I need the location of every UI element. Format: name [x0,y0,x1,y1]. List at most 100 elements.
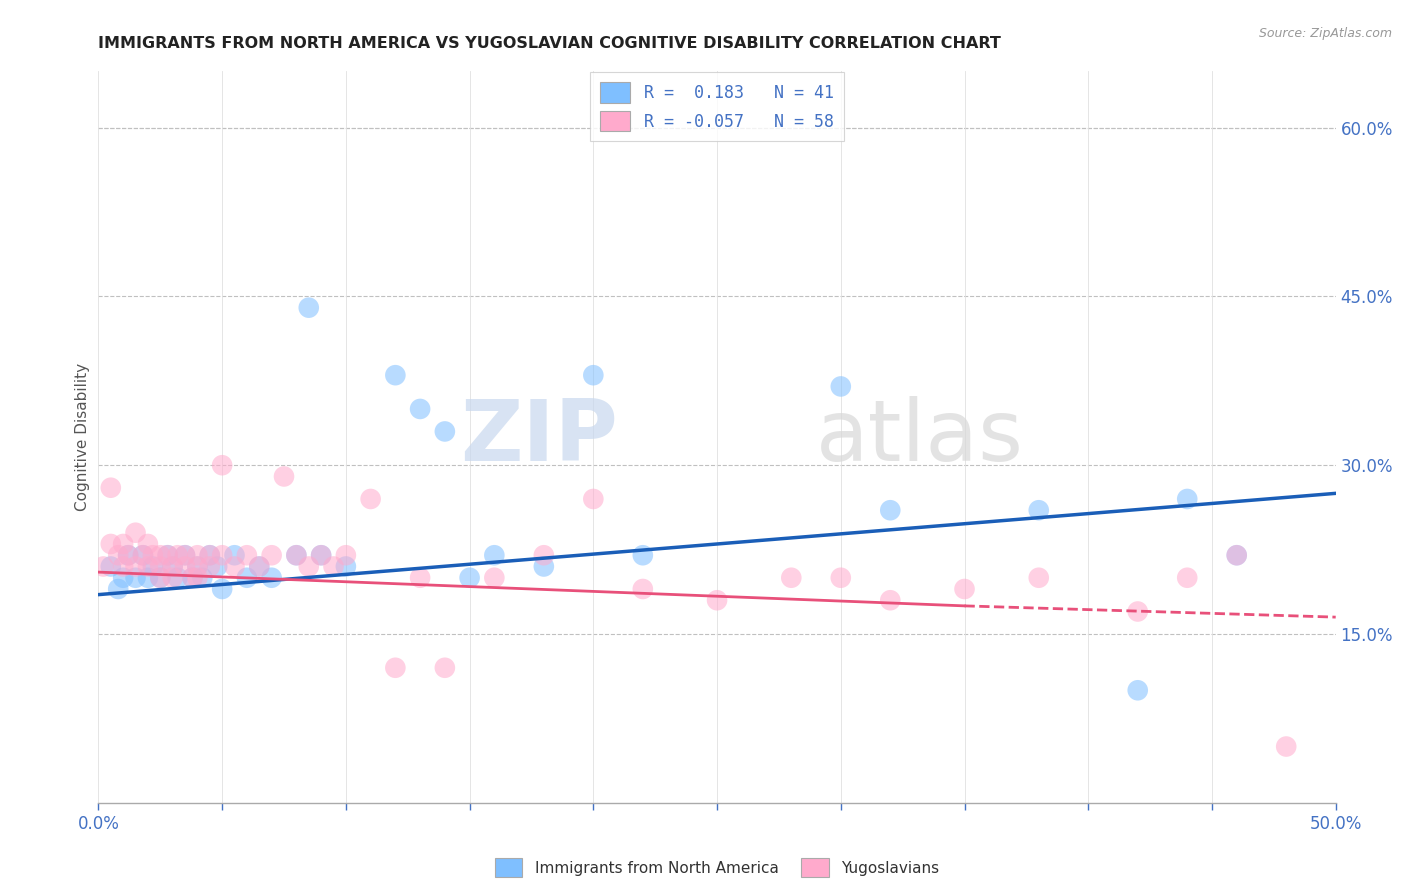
Point [162,559,184,574]
Legend: Immigrants from North America, Yugoslavians: Immigrants from North America, Yugoslavi… [489,852,945,883]
Point [112,559,135,574]
Point [409,571,432,585]
Point [484,548,506,562]
Point [1175,571,1198,585]
Point [409,401,432,416]
Text: atlas: atlas [815,395,1024,479]
Text: IMMIGRANTS FROM NORTH AMERICA VS YUGOSLAVIAN COGNITIVE DISABILITY CORRELATION CH: IMMIGRANTS FROM NORTH AMERICA VS YUGOSLA… [98,36,1001,51]
Point [174,548,197,562]
Point [1226,548,1249,562]
Point [236,571,259,585]
Point [132,548,155,562]
Point [322,559,344,574]
Point [205,559,228,574]
Point [1275,739,1298,754]
Point [533,548,555,562]
Point [142,548,165,562]
Point [631,548,654,562]
Point [780,571,803,585]
Point [100,481,122,495]
Point [117,548,139,562]
Point [166,548,188,562]
Point [117,548,139,562]
Point [1175,491,1198,506]
Point [198,548,221,562]
Point [198,559,221,574]
Point [211,458,233,473]
Point [198,548,221,562]
Point [224,548,246,562]
Point [136,559,159,574]
Point [186,548,208,562]
Point [433,425,456,439]
Point [149,571,172,585]
Point [136,537,159,551]
Point [186,559,208,574]
Point [458,571,481,585]
Point [1226,548,1249,562]
Point [830,571,852,585]
Point [124,571,146,585]
Point [335,548,357,562]
Point [124,559,146,574]
Point [181,571,204,585]
Point [582,368,605,383]
Point [112,537,135,551]
Point [107,548,129,562]
Point [112,571,135,585]
Point [211,582,233,596]
Y-axis label: Cognitive Disability: Cognitive Disability [75,363,90,511]
Point [186,571,208,585]
Point [582,491,605,506]
Text: ZIP: ZIP [460,395,619,479]
Point [533,559,555,574]
Point [186,559,208,574]
Point [247,559,270,574]
Point [1126,683,1149,698]
Point [236,548,259,562]
Point [285,548,308,562]
Point [1126,605,1149,619]
Point [260,548,283,562]
Point [631,582,654,596]
Point [285,548,308,562]
Point [181,571,204,585]
Point [953,582,976,596]
Point [433,661,456,675]
Point [309,548,332,562]
Point [136,571,159,585]
Point [132,548,155,562]
Point [166,571,188,585]
Point [1028,571,1050,585]
Point [149,571,172,585]
Point [162,571,184,585]
Point [360,491,382,506]
Point [247,559,270,574]
Text: Source: ZipAtlas.com: Source: ZipAtlas.com [1258,27,1392,40]
Point [260,571,283,585]
Point [706,593,728,607]
Point [335,559,357,574]
Point [879,593,901,607]
Point [484,571,506,585]
Point [156,548,179,562]
Point [1028,503,1050,517]
Point [384,368,406,383]
Point [211,548,233,562]
Point [124,525,146,540]
Point [224,559,246,574]
Point [174,548,197,562]
Point [384,661,406,675]
Point [879,503,901,517]
Point [100,559,122,574]
Point [142,559,165,574]
Point [149,559,172,574]
Point [174,559,197,574]
Point [107,582,129,596]
Point [93,559,115,574]
Point [309,548,332,562]
Point [100,537,122,551]
Point [273,469,295,483]
Point [298,301,321,315]
Point [830,379,852,393]
